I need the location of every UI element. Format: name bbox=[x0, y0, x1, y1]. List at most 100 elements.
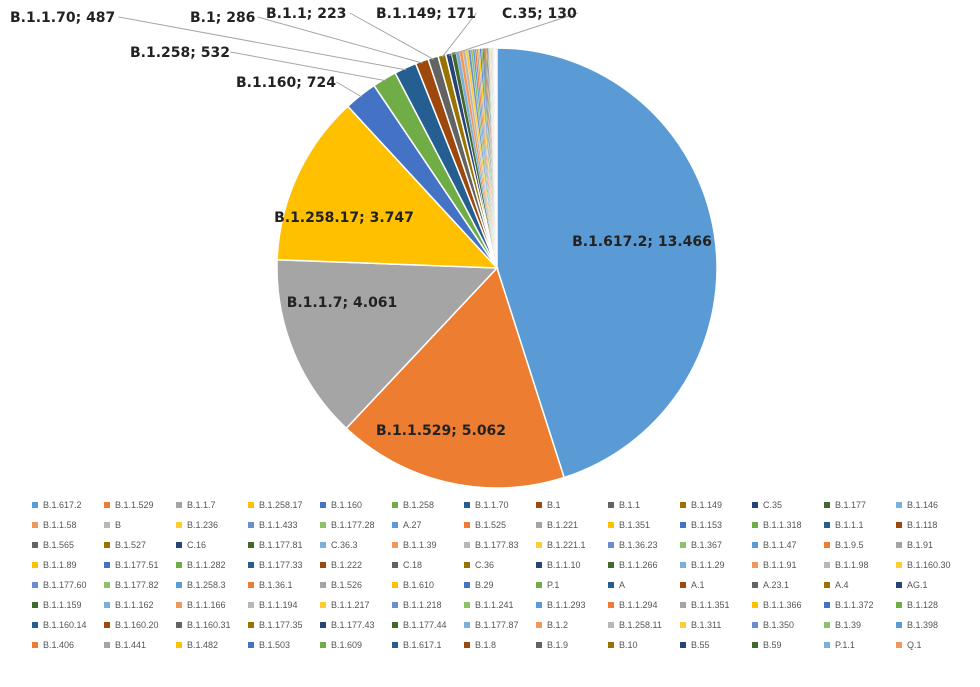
legend-item: B.1.1.98 bbox=[824, 558, 896, 572]
leader-line-B.1.160 bbox=[336, 81, 363, 98]
slice-label-B.1.1: B.1.1; 223 bbox=[266, 6, 347, 22]
legend-label: B.1.2 bbox=[547, 620, 569, 630]
legend-label: B.1.221.1 bbox=[547, 540, 586, 550]
legend-label: B.1.311 bbox=[691, 620, 722, 630]
legend-item: B bbox=[104, 518, 176, 532]
legend-item: B.1.610 bbox=[392, 578, 464, 592]
legend-item: C.18 bbox=[392, 558, 464, 572]
leader-line-B.1.258 bbox=[230, 51, 386, 82]
legend-item: B.1.258 bbox=[392, 498, 464, 512]
legend-label: Q.1 bbox=[907, 640, 922, 650]
legend-item: B.1.177.51 bbox=[104, 558, 176, 572]
legend-item: B.1.1.162 bbox=[104, 598, 176, 612]
legend-item: B.1.1.266 bbox=[608, 558, 680, 572]
legend-swatch bbox=[824, 562, 830, 568]
legend-item: P.1 bbox=[536, 578, 608, 592]
legend-swatch bbox=[680, 622, 686, 628]
legend-swatch bbox=[896, 502, 902, 508]
legend-swatch bbox=[32, 502, 38, 508]
legend-label: B.1.36.1 bbox=[259, 580, 293, 590]
leader-line-B.1.1 bbox=[349, 12, 434, 60]
legend-swatch bbox=[464, 502, 470, 508]
legend-label: B.1.617.2 bbox=[43, 500, 82, 510]
legend-label: B.1.525 bbox=[475, 520, 507, 530]
legend-swatch bbox=[824, 622, 830, 628]
legend-label: B.1.177.43 bbox=[331, 620, 375, 630]
legend-swatch bbox=[248, 602, 254, 608]
legend-item: B.1.351 bbox=[608, 518, 680, 532]
legend-swatch bbox=[536, 562, 542, 568]
legend-swatch bbox=[752, 642, 758, 648]
legend-swatch bbox=[464, 642, 470, 648]
legend-swatch bbox=[464, 542, 470, 548]
legend-swatch bbox=[392, 502, 398, 508]
legend-label: B.1.118 bbox=[907, 520, 938, 530]
legend-item: B.1.91 bbox=[896, 538, 968, 552]
legend-label: B.1.1.194 bbox=[259, 600, 298, 610]
legend-swatch bbox=[680, 602, 686, 608]
legend-item: B.1.177 bbox=[824, 498, 896, 512]
legend-item: B.29 bbox=[464, 578, 536, 592]
legend-item: B.1.160 bbox=[320, 498, 392, 512]
legend-swatch bbox=[104, 602, 110, 608]
legend-item: B.1.1 bbox=[608, 498, 680, 512]
legend-swatch bbox=[464, 602, 470, 608]
legend-swatch bbox=[752, 582, 758, 588]
legend-swatch bbox=[320, 622, 326, 628]
legend-item: C.35 bbox=[752, 498, 824, 512]
legend-item: B.10 bbox=[608, 638, 680, 652]
legend-item: B.1.367 bbox=[680, 538, 752, 552]
legend-swatch bbox=[752, 522, 758, 528]
legend-item: B.1.1.1 bbox=[824, 518, 896, 532]
legend-item: B.1.118 bbox=[896, 518, 968, 532]
legend-item: B.1.482 bbox=[176, 638, 248, 652]
legend-swatch bbox=[248, 502, 254, 508]
legend-swatch bbox=[752, 502, 758, 508]
legend-label: B.1.160.30 bbox=[907, 560, 951, 570]
legend-swatch bbox=[320, 562, 326, 568]
legend-label: B.1.482 bbox=[187, 640, 219, 650]
legend-swatch bbox=[824, 582, 830, 588]
legend-label: B.1.177.82 bbox=[115, 580, 159, 590]
legend-item: B.1.1.372 bbox=[824, 598, 896, 612]
legend-item: B.1.1.433 bbox=[248, 518, 320, 532]
legend-label: B.1.1.10 bbox=[547, 560, 581, 570]
legend-item: B.1.177.43 bbox=[320, 618, 392, 632]
legend-label: B.1.1.241 bbox=[475, 600, 514, 610]
legend-label: B.1.503 bbox=[259, 640, 291, 650]
legend-item: B.1.1.294 bbox=[608, 598, 680, 612]
pie-slice-B.1.1.529 bbox=[345, 266, 566, 489]
legend-item: C.36 bbox=[464, 558, 536, 572]
legend-item: B.1.258.11 bbox=[608, 618, 680, 632]
legend-label: B.1.222 bbox=[331, 560, 363, 570]
legend-item: A.27 bbox=[392, 518, 464, 532]
legend-item: B.59 bbox=[752, 638, 824, 652]
legend-label: B.1.1.58 bbox=[43, 520, 77, 530]
legend-item: B.1.177.60 bbox=[32, 578, 104, 592]
slice-label-B.1.1.70: B.1.1.70; 487 bbox=[10, 10, 115, 26]
legend-item: B.1.149 bbox=[680, 498, 752, 512]
legend-item: B.1.609 bbox=[320, 638, 392, 652]
legend-swatch bbox=[104, 502, 110, 508]
pie-slices bbox=[276, 47, 718, 489]
legend-label: B.1.177.60 bbox=[43, 580, 87, 590]
legend-item: B.1 bbox=[536, 498, 608, 512]
legend-swatch bbox=[248, 542, 254, 548]
legend-swatch bbox=[896, 542, 902, 548]
legend-swatch bbox=[392, 602, 398, 608]
legend-label: B.1.9 bbox=[547, 640, 569, 650]
legend-label: B.1.1.293 bbox=[547, 600, 586, 610]
legend-label: B.1.258.17 bbox=[259, 500, 303, 510]
legend-item: B.1.222 bbox=[320, 558, 392, 572]
legend-item: B.1.1.29 bbox=[680, 558, 752, 572]
legend-swatch bbox=[608, 542, 614, 548]
legend-label: B.1.1.266 bbox=[619, 560, 658, 570]
legend-swatch bbox=[536, 622, 542, 628]
legend-swatch bbox=[32, 542, 38, 548]
legend-swatch bbox=[680, 582, 686, 588]
legend-item: B.1.1.218 bbox=[392, 598, 464, 612]
legend-swatch bbox=[104, 582, 110, 588]
legend-item: B.1.617.2 bbox=[32, 498, 104, 512]
legend-swatch bbox=[176, 622, 182, 628]
legend-label: B.1.610 bbox=[403, 580, 435, 590]
